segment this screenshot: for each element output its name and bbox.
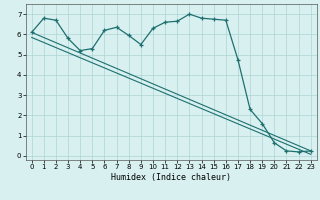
X-axis label: Humidex (Indice chaleur): Humidex (Indice chaleur) bbox=[111, 173, 231, 182]
